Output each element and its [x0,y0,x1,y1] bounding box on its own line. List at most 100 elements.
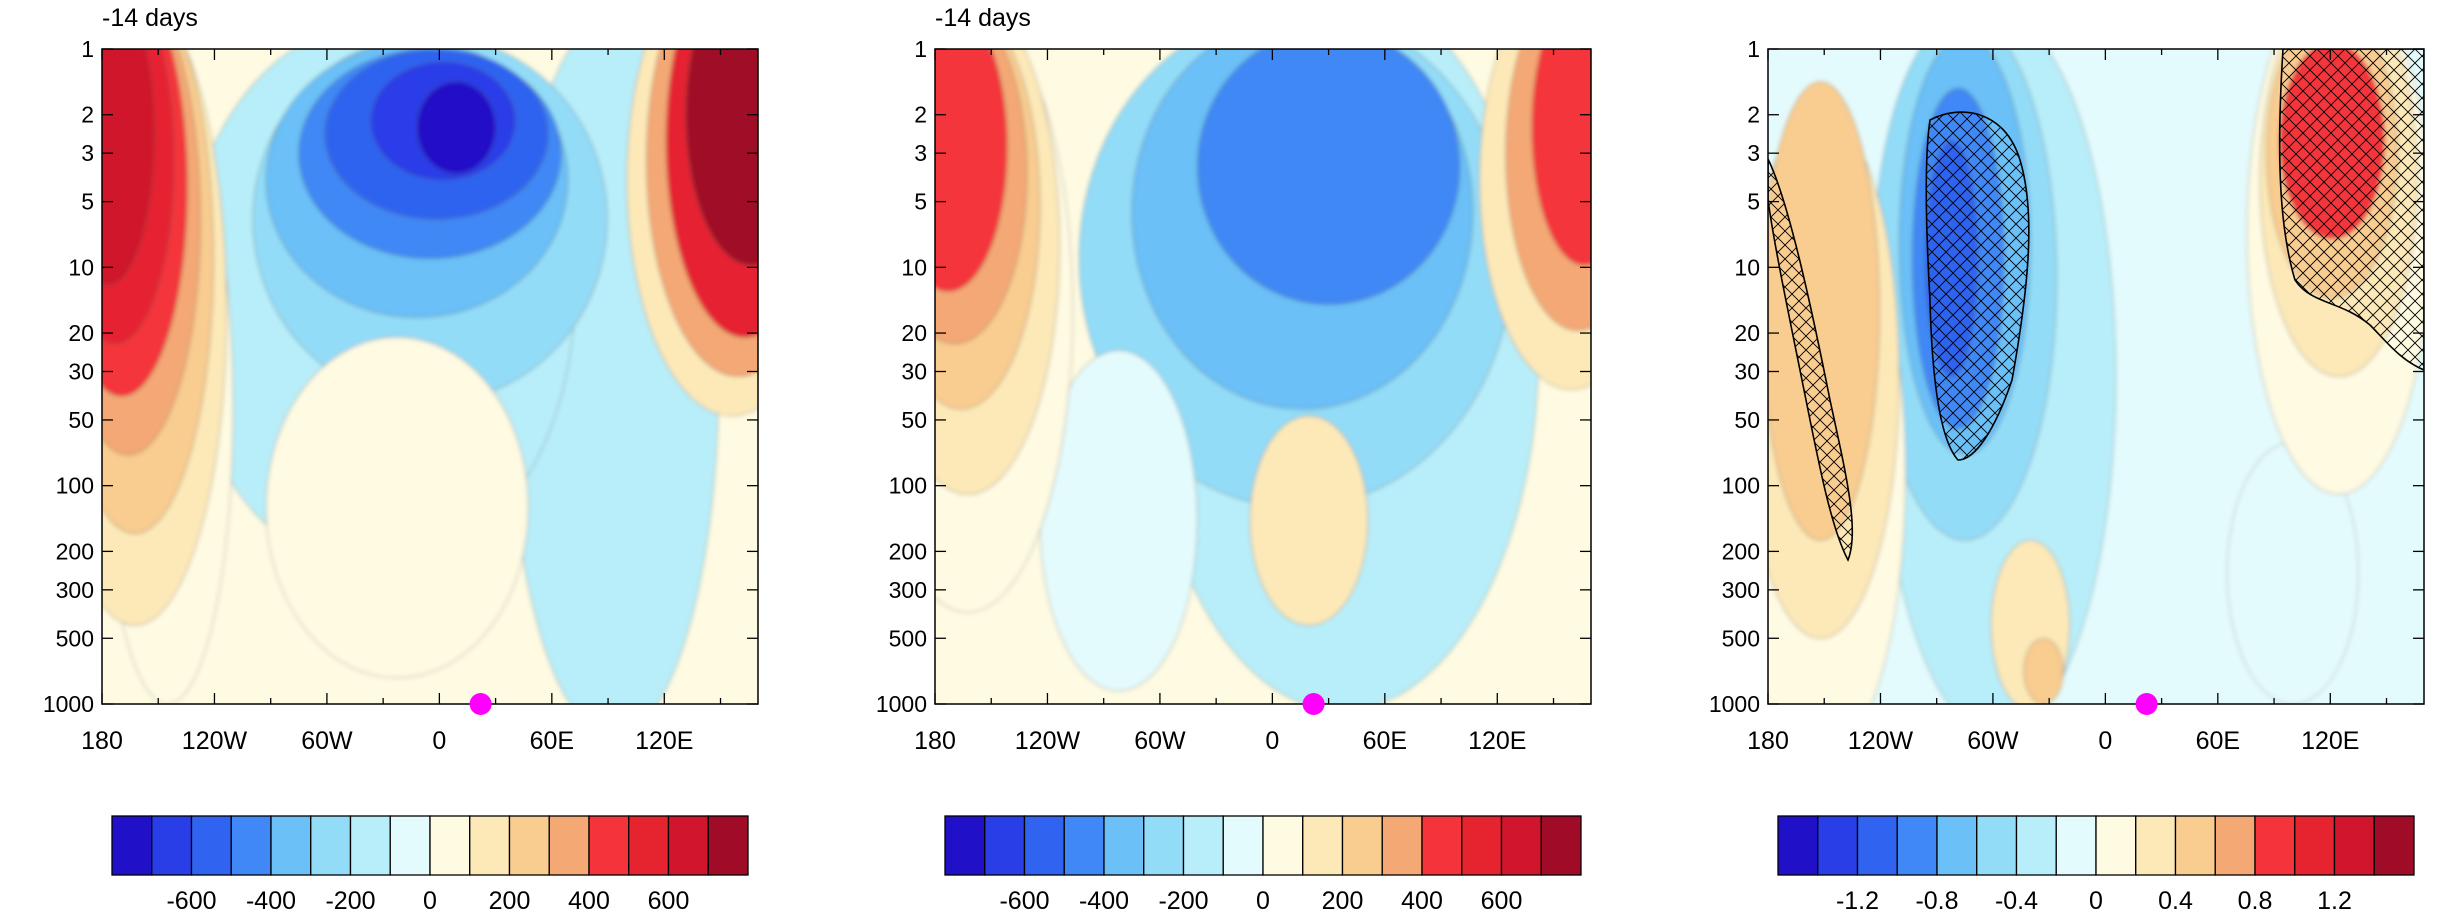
location-marker [2135,693,2158,715]
x-tick-label: 180 [914,727,956,755]
colorbar-swatch [190,815,232,876]
colorbar-label: 600 [648,887,690,915]
colorbar-swatch [230,815,272,876]
y-tick-label: 2 [1747,102,1760,128]
colorbar-label: 0 [423,887,437,915]
contour-region [102,49,155,286]
colorbar-2: -600 -400 -200 0 200 400 600 [944,815,1582,915]
x-tick-label: 0 [432,727,446,755]
colorbar-swatch [1103,815,1145,876]
colorbar-swatch [2135,815,2177,876]
y-tick-label: 1000 [876,691,927,717]
x-tick-label: 120E [635,727,693,755]
y-tick-label: 30 [1734,359,1760,385]
x-tick-label: 180 [81,727,123,755]
contour-region [1249,415,1369,626]
colorbar-swatch [349,815,391,876]
x-tick-label: 0 [1265,727,1279,755]
colorbar-label: 200 [1322,887,1364,915]
colorbar-swatch [2254,815,2296,876]
colorbar-swatch [1856,815,1898,876]
colorbar-label: -400 [246,887,296,915]
colorbar-label: -200 [1158,887,1208,915]
colorbar-label: 400 [1401,887,1443,915]
colorbar-swatch [1976,815,2018,876]
y-tick-label: 10 [1734,254,1760,280]
colorbar-swatch [984,815,1026,876]
y-tick-label: 2 [81,102,94,128]
panel-title: -14 days [935,4,1031,32]
contour-region [416,81,497,174]
y-tick-label: 30 [901,359,927,385]
y-tick-label: 100 [1722,473,1760,499]
colorbar-swatch [667,815,709,876]
colorbar-swatch [1500,815,1542,876]
y-tick-label: 300 [889,577,927,603]
colorbar-swatch [944,815,986,876]
y-tick-label: 3 [81,140,94,166]
y-tick-label: 10 [68,254,94,280]
colorbar-swatch [1817,815,1859,876]
colorbar-swatch [151,815,193,876]
colorbar-label: 0.8 [2238,887,2273,915]
plot-frame [1767,48,2425,705]
colorbar-label: -0.8 [1915,887,1958,915]
significance-hatching [2278,49,2424,371]
y-tick-label: 300 [56,577,94,603]
colorbar-swatch [2055,815,2097,876]
colorbar-3: -1.2 -0.8 -0.4 0 0.4 0.8 1.2 [1777,815,2415,915]
panel-title: -14 days [102,4,198,32]
colorbar-swatch [429,815,471,876]
colorbar-swatch [1262,815,1304,876]
colorbar-swatch [1540,815,1582,876]
x-tick-label: 120W [1015,727,1081,755]
colorbar-swatch [1182,815,1224,876]
y-tick-label: 500 [56,625,94,651]
colorbar-swatch [628,815,670,876]
colorbar-swatch [1461,815,1503,876]
contour-region [1768,81,1880,541]
panel-3: 180 120W 60W 0 60E 120E 1 2 3 5 10 20 30 50 100 200 300 5… [1709,36,2425,915]
colorbar-swatch [389,815,431,876]
y-tick-label: 200 [56,538,94,564]
panel-2: 180 120W 60W 0 60E 120E 1 2 3 5 10 20 30 50 100 200 300 5… [876,4,1592,915]
colorbar-swatch [1341,815,1383,876]
colorbar-swatch [2373,815,2415,876]
colorbar-swatch [2095,815,2137,876]
x-tick-label: 60E [2196,727,2240,755]
y-tick-label: 3 [914,140,927,166]
contour-region [265,336,529,679]
colorbar-swatch [2174,815,2216,876]
y-tick-label: 100 [56,473,94,499]
colorbar-label: 0.4 [2158,887,2193,915]
colorbar-swatch [1936,815,1978,876]
y-tick-label: 1 [914,36,927,62]
contour-region [935,49,1008,292]
y-tick-label: 200 [889,538,927,564]
y-tick-label: 2 [914,102,927,128]
y-tick-label: 1 [1747,36,1760,62]
x-tick-label: 60W [1967,727,2019,755]
significance-hatching [1768,158,1854,562]
colorbar-label: -600 [166,887,216,915]
colorbar-label: -0.4 [1995,887,2038,915]
plot-frame [934,48,1592,705]
y-tick-label: 30 [68,359,94,385]
colorbar-label: 600 [1481,887,1523,915]
y-tick-label: 100 [889,473,927,499]
colorbar-swatch [111,815,153,876]
y-tick-label: 500 [889,625,927,651]
colorbar-swatch [588,815,630,876]
contour-region [2023,638,2064,704]
colorbar-swatch [1143,815,1185,876]
x-tick-label: 120E [2301,727,2359,755]
colorbar-swatch [1421,815,1463,876]
contour-field-2 [935,49,1591,704]
colorbar-swatch [2015,815,2057,876]
location-marker [469,693,492,715]
colorbar-1: -600 -400 -200 0 200 400 600 [111,815,749,915]
x-tick-label: 60W [301,727,353,755]
colorbar-swatch [1302,815,1344,876]
y-tick-label: 5 [81,189,94,215]
plot-frame [101,48,759,705]
